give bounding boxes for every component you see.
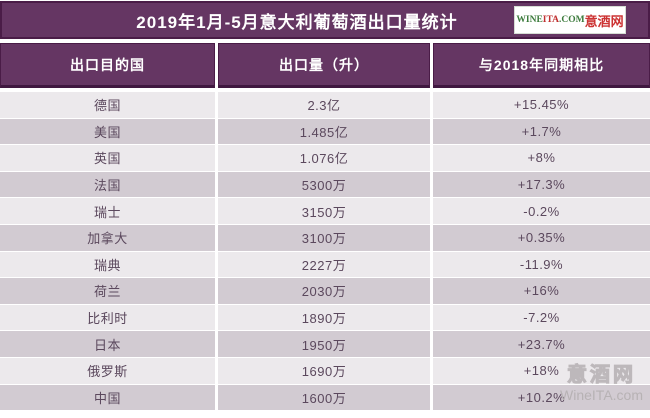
cell-country: 日本: [0, 331, 215, 357]
logo-text-ita: ITA: [542, 15, 559, 25]
wineita-logo: WINE ITA .COM 意酒网: [514, 6, 626, 34]
cell-volume: 3100万: [218, 224, 430, 251]
title-bar: 2019年1月-5月意大利葡萄酒出口量统计 WINE ITA .COM 意酒网: [0, 1, 650, 39]
cell-country: 中国: [0, 384, 215, 411]
cell-change: +1.7%: [433, 118, 650, 145]
cell-country: 比利时: [0, 304, 215, 331]
cell-change: -11.9%: [433, 251, 650, 278]
cell-change: +16%: [433, 278, 650, 304]
cell-volume: 1950万: [218, 331, 430, 357]
column-header-change: 与2018年同期相比: [433, 43, 650, 88]
cell-volume: 1690万: [218, 357, 430, 384]
cell-change: -7.2%: [433, 304, 650, 331]
cell-volume: 2227万: [218, 251, 430, 278]
cell-change: +23.7%: [433, 331, 650, 357]
cell-change: +0.35%: [433, 224, 650, 251]
cell-country: 法国: [0, 171, 215, 198]
page-title: 2019年1月-5月意大利葡萄酒出口量统计: [136, 12, 458, 32]
cell-country: 瑞士: [0, 198, 215, 224]
table-body: 德国 2.3亿 +15.45% 美国 1.485亿 +1.7% 英国 1.076亿 +8% 法国 5…: [0, 92, 650, 411]
cell-volume: 1890万: [218, 304, 430, 331]
cell-volume: 1.485亿: [218, 118, 430, 145]
cell-country: 德国: [0, 92, 215, 118]
column-header-volume: 出口量（升）: [218, 43, 430, 88]
cell-country: 俄罗斯: [0, 357, 215, 384]
cell-volume: 1600万: [218, 384, 430, 411]
cell-country: 美国: [0, 118, 215, 145]
cell-country: 英国: [0, 145, 215, 171]
cell-change: +8%: [433, 145, 650, 171]
cell-volume: 1.076亿: [218, 145, 430, 171]
cell-volume: 2030万: [218, 278, 430, 304]
cell-change: +17.3%: [433, 171, 650, 198]
logo-text-wine: WINE: [516, 15, 543, 25]
cell-country: 加拿大: [0, 224, 215, 251]
logo-text-chinese: 意酒网: [584, 13, 624, 29]
cell-change: -0.2%: [433, 198, 650, 224]
logo-text-com: .COM: [559, 15, 585, 25]
cell-volume: 5300万: [218, 171, 430, 198]
column-header-destination: 出口目的国: [0, 43, 215, 88]
cell-country: 荷兰: [0, 278, 215, 304]
cell-change: +10.2%: [433, 384, 650, 411]
cell-volume: 3150万: [218, 198, 430, 224]
cell-change: +18%: [433, 357, 650, 384]
cell-change: +15.45%: [433, 92, 650, 118]
table-header-row: 出口目的国 出口量（升） 与2018年同期相比: [0, 43, 650, 88]
cell-volume: 2.3亿: [218, 92, 430, 118]
cell-country: 瑞典: [0, 251, 215, 278]
